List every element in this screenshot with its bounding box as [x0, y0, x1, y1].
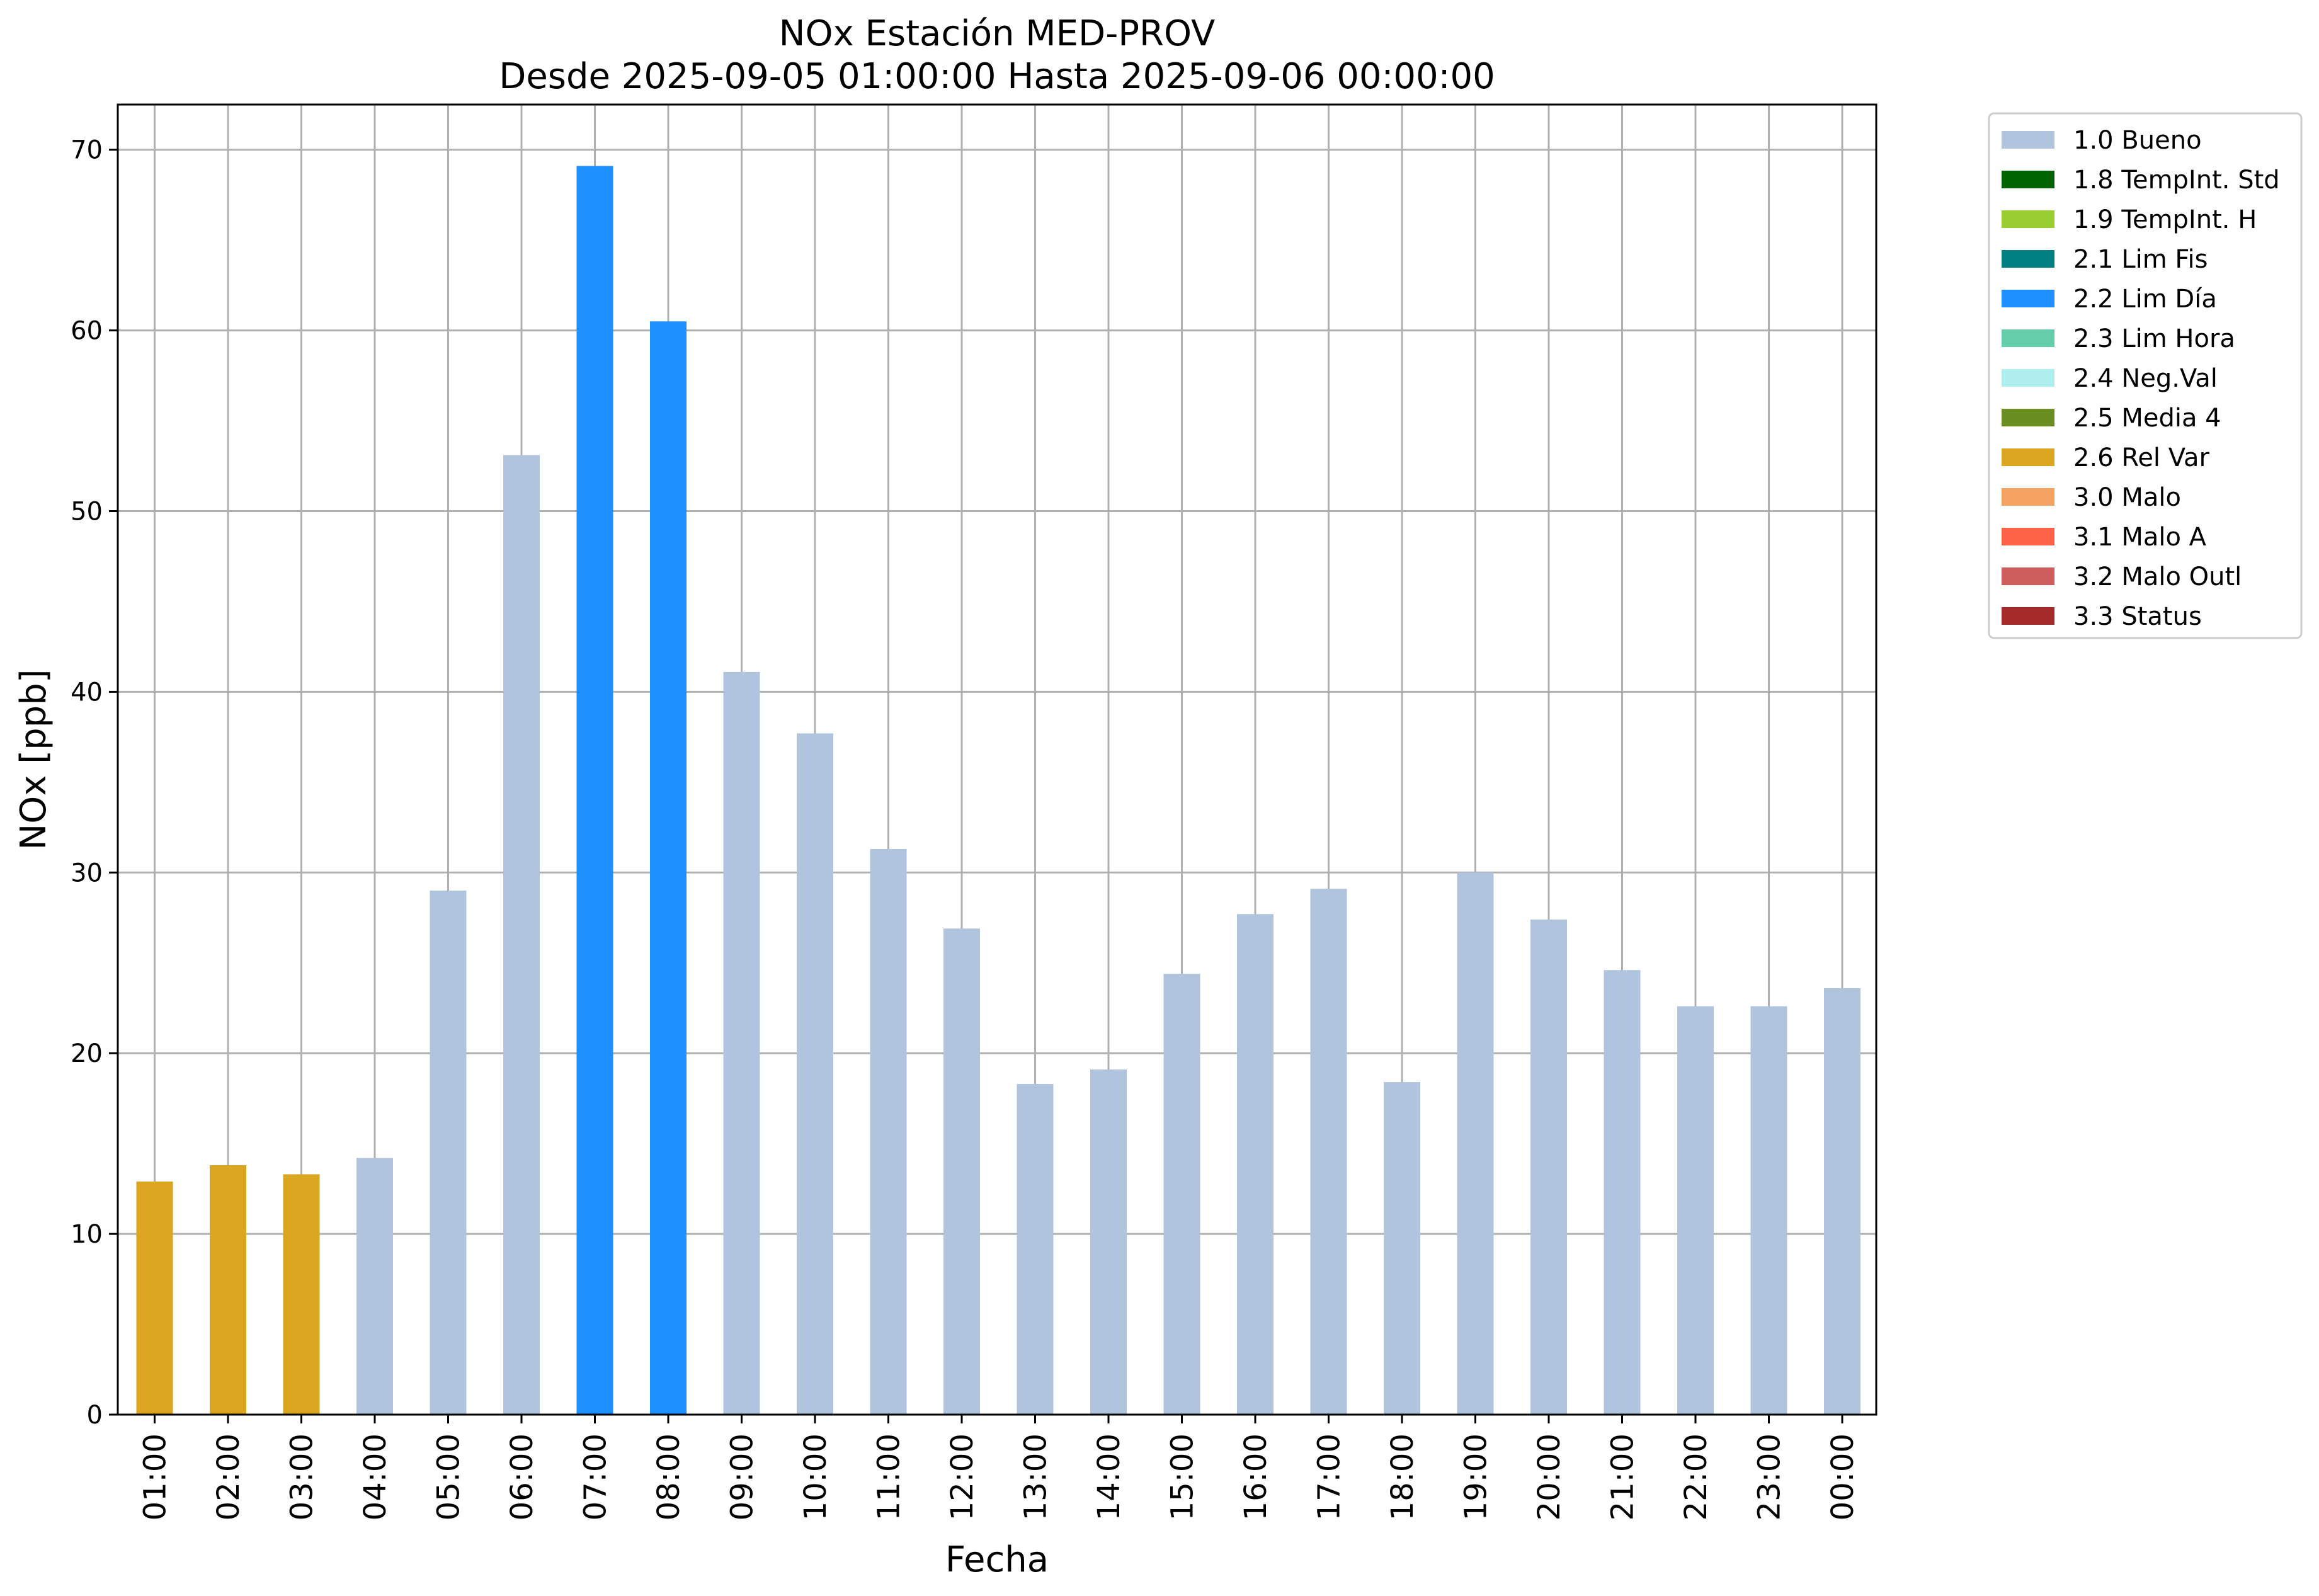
legend-swatch — [2002, 250, 2054, 268]
y-tick-label: 40 — [71, 678, 103, 707]
bar-0900 — [723, 671, 760, 1415]
legend-label: 2.3 Lim Hora — [2073, 324, 2235, 353]
bar-0700 — [576, 166, 613, 1415]
legend-label: 1.8 TempInt. Std — [2073, 166, 2280, 195]
bar-0100 — [136, 1181, 173, 1415]
x-tick-label: 07:00 — [578, 1434, 613, 1520]
bar-2000 — [1530, 919, 1567, 1415]
x-tick-label: 06:00 — [504, 1434, 540, 1520]
legend-label: 1.9 TempInt. H — [2073, 205, 2257, 234]
x-axis-label: Fecha — [945, 1539, 1049, 1580]
x-tick-label: 12:00 — [945, 1434, 980, 1520]
legend-swatch — [2002, 409, 2054, 426]
bar-0300 — [283, 1174, 320, 1415]
y-axis-label: NOx [ppb] — [13, 669, 54, 850]
bar-1700 — [1310, 889, 1347, 1415]
bar-1400 — [1090, 1069, 1127, 1415]
bar-2200 — [1677, 1006, 1714, 1415]
x-tick-label: 05:00 — [431, 1434, 467, 1520]
chart-subtitle: Desde 2025-09-05 01:00:00 Hasta 2025-09-… — [499, 56, 1495, 97]
y-tick-label: 10 — [71, 1220, 103, 1249]
legend-label: 3.1 Malo A — [2073, 523, 2207, 552]
legend-swatch — [2002, 210, 2054, 228]
plot-frame — [117, 103, 1877, 1416]
bar-2300 — [1750, 1006, 1787, 1415]
y-tick-label: 60 — [71, 317, 103, 346]
legend-swatch — [2002, 329, 2054, 347]
legend-swatch — [2002, 528, 2054, 545]
legend-label: 2.2 Lim Día — [2073, 285, 2217, 314]
x-tick-label: 08:00 — [651, 1434, 687, 1520]
x-tick-label: 20:00 — [1532, 1434, 1567, 1520]
x-tick-label: 04:00 — [358, 1434, 393, 1520]
x-tick-label: 10:00 — [798, 1434, 833, 1520]
bar-1300 — [1017, 1083, 1054, 1415]
legend-swatch — [2002, 171, 2054, 188]
bars — [136, 166, 1860, 1415]
legend-swatch — [2002, 290, 2054, 307]
y-axis-ticks: 0 10 20 30 40 50 60 70 — [71, 136, 118, 1430]
legend-label: 2.5 Media 4 — [2073, 404, 2221, 433]
x-tick-label: 01:00 — [138, 1434, 173, 1520]
y-tick-label: 0 — [87, 1401, 103, 1430]
bar-1900 — [1457, 872, 1494, 1415]
x-tick-label: 14:00 — [1091, 1434, 1127, 1520]
x-tick-label: 19:00 — [1459, 1434, 1494, 1520]
legend-label: 2.4 Neg.Val — [2073, 364, 2218, 393]
y-tick-label: 70 — [71, 136, 103, 165]
legend-swatch — [2002, 369, 2054, 387]
x-tick-label: 16:00 — [1238, 1434, 1273, 1520]
x-tick-label: 15:00 — [1165, 1434, 1200, 1520]
x-tick-label: 02:00 — [211, 1434, 246, 1520]
x-tick-label: 21:00 — [1605, 1434, 1641, 1520]
legend-label: 2.6 Rel Var — [2073, 443, 2210, 472]
x-tick-label: 17:00 — [1312, 1434, 1347, 1520]
chart-title: NOx Estación MED-PROV — [779, 13, 1216, 54]
x-tick-label: 09:00 — [725, 1434, 760, 1520]
bar-0800 — [650, 321, 687, 1415]
x-tick-label: 03:00 — [285, 1434, 320, 1520]
legend-swatch — [2002, 607, 2054, 625]
bar-0400 — [356, 1158, 393, 1415]
bar-1600 — [1237, 914, 1273, 1415]
bar-0000 — [1824, 988, 1860, 1415]
legend-swatch — [2002, 567, 2054, 585]
legend-label: 3.3 Status — [2073, 602, 2202, 631]
x-tick-label: 18:00 — [1385, 1434, 1420, 1520]
y-tick-label: 30 — [71, 858, 103, 887]
x-tick-label: 00:00 — [1825, 1434, 1860, 1520]
legend-swatch — [2002, 488, 2054, 506]
bar-2100 — [1604, 970, 1641, 1415]
legend-swatch — [2002, 131, 2054, 149]
y-tick-label: 50 — [71, 498, 103, 527]
legend: 1.0 Bueno 1.8 TempInt. Std 1.9 TempInt. H 2… — [1988, 112, 2303, 639]
x-axis-ticks: 01:00 02:00 03:00 04:00 05:00 06:00 07:00 08:00… — [138, 1415, 1860, 1520]
x-tick-label: 13:00 — [1018, 1434, 1054, 1520]
bar-1500 — [1163, 973, 1200, 1415]
x-tick-label: 22:00 — [1678, 1434, 1714, 1520]
legend-frame — [1988, 112, 2303, 639]
bar-1200 — [943, 928, 980, 1415]
bar-1000 — [797, 733, 833, 1415]
y-tick-label: 20 — [71, 1039, 103, 1068]
x-tick-label: 11:00 — [872, 1434, 907, 1520]
bar-0500 — [430, 891, 467, 1415]
legend-label: 2.1 Lim Fis — [2073, 245, 2208, 274]
x-tick-label: 23:00 — [1752, 1434, 1787, 1520]
bar-1800 — [1384, 1082, 1420, 1415]
legend-swatch — [2002, 448, 2054, 466]
bar-0600 — [503, 455, 540, 1415]
bar-0200 — [210, 1165, 246, 1415]
legend-label: 3.2 Malo Outl — [2073, 562, 2242, 591]
legend-label: 3.0 Malo — [2073, 483, 2181, 512]
legend-label: 1.0 Bueno — [2073, 126, 2202, 155]
bar-1100 — [870, 849, 907, 1415]
